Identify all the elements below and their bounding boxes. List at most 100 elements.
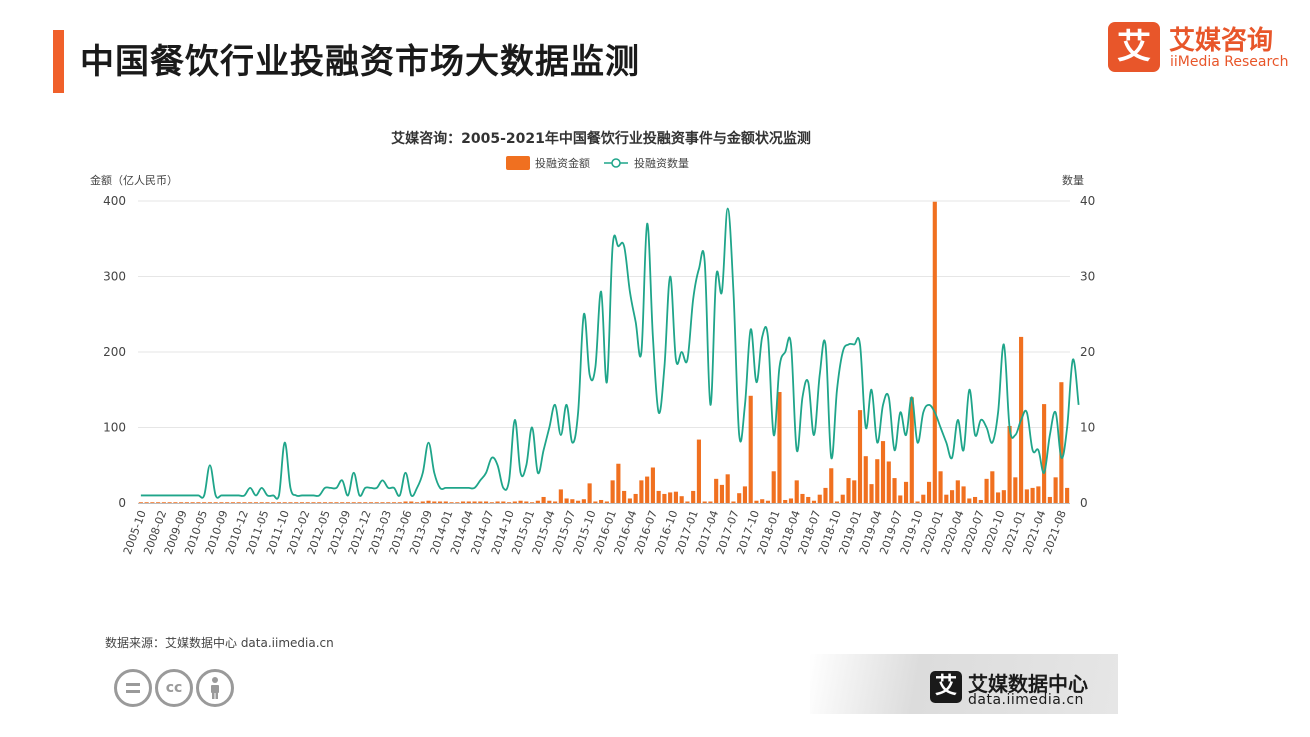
amount-bar (236, 502, 241, 503)
legend-bar-swatch (506, 156, 530, 170)
amount-bar (150, 502, 155, 503)
amount-bar (978, 499, 983, 503)
amount-bar (311, 502, 316, 503)
chart-title: 艾媒咨询：2005-2021年中国餐饮行业投融资事件与金额状况监测 (391, 130, 811, 147)
amount-bar (973, 496, 978, 503)
y-left-axis-label: 金额（亿人民币） (90, 173, 178, 187)
amount-bar (685, 501, 690, 503)
amount-bar (248, 502, 253, 503)
amount-bar (196, 502, 201, 503)
amount-bar (161, 502, 166, 503)
amount-bar (702, 501, 707, 503)
amount-bar (576, 500, 581, 503)
amount-bar (403, 501, 408, 503)
amount-bar (570, 499, 575, 503)
amount-bar (242, 502, 247, 503)
amount-bar (1001, 490, 1006, 503)
amount-bar (1024, 489, 1029, 503)
amount-bar (299, 502, 305, 503)
amount-bar (541, 496, 546, 503)
amount-bar (662, 493, 667, 503)
amount-bar (179, 502, 184, 503)
amount-bar (282, 502, 287, 503)
amount-bar (938, 471, 943, 503)
amount-bar (840, 494, 845, 503)
footer-band (810, 654, 1118, 714)
amount-bar (581, 499, 586, 503)
amount-bar (869, 484, 874, 504)
amount-bar (524, 501, 529, 503)
amount-bar (1047, 496, 1052, 503)
person-icon (196, 669, 234, 707)
amount-bar (650, 467, 655, 503)
amount-bar (760, 499, 765, 503)
amount-bar (391, 502, 397, 503)
amount-bar (173, 502, 178, 503)
amount-bar (708, 501, 713, 503)
amount-bar (317, 502, 322, 503)
y-right-tick-label: 40 (1080, 194, 1095, 208)
amount-bar (823, 487, 828, 503)
amount-bar (380, 502, 385, 503)
amount-bar (984, 478, 989, 503)
amount-bar (334, 502, 339, 503)
amount-bar (265, 502, 270, 503)
amount-bar (478, 501, 483, 503)
amount-bar (673, 491, 678, 503)
brand-name-en: iiMedia Research (1170, 54, 1289, 70)
amount-bar (363, 502, 368, 503)
amount-bar (610, 480, 615, 503)
amount-bar (645, 476, 650, 503)
amount-bar (322, 502, 328, 503)
amount-bar (880, 441, 886, 503)
brand-name-cn: 艾媒咨询 (1169, 26, 1274, 56)
amount-bar (443, 501, 448, 503)
amount-bar (432, 501, 437, 503)
amount-bar (535, 500, 540, 503)
amount-bar (184, 502, 189, 503)
amount-bar (1053, 477, 1058, 503)
amount-bar (1030, 487, 1035, 503)
amount-bar (259, 502, 264, 503)
amount-bar (253, 502, 259, 503)
amount-bar (800, 493, 805, 503)
amount-bar (633, 493, 638, 503)
amount-bar (863, 456, 868, 503)
amount-bar (765, 500, 771, 503)
amount-bar (507, 502, 512, 503)
amount-bar (202, 502, 207, 503)
y-left-tick-label: 100 (103, 421, 126, 435)
amount-bar (495, 501, 500, 503)
amount-bar (472, 501, 477, 503)
amount-bar (696, 439, 701, 503)
amount-bar (225, 502, 230, 503)
amount-bar (409, 501, 414, 503)
amount-bar (230, 502, 235, 503)
amount-bar (817, 494, 822, 503)
amount-bar (420, 501, 425, 503)
amount-bar (190, 502, 195, 503)
count-line (140, 207, 1080, 500)
y-left-tick-label: 300 (103, 270, 126, 284)
amount-bar (219, 502, 224, 503)
amount-bar (455, 502, 460, 503)
amount-bar (213, 502, 218, 503)
amount-bar (294, 502, 299, 503)
amount-bar (547, 500, 552, 503)
amount-bar (806, 496, 811, 503)
amount-bar (771, 471, 776, 503)
brand-logo-icon: 艾 (1108, 22, 1160, 72)
y-right-axis-label: 数量 (1062, 174, 1084, 187)
amount-bar (518, 500, 523, 503)
amount-bar (345, 502, 351, 503)
amount-bar (207, 502, 212, 503)
amount-bar (483, 501, 489, 503)
amount-bar (449, 502, 454, 503)
amount-bar (512, 501, 517, 503)
y-right-tick-label: 0 (1080, 496, 1088, 510)
footer-logo: 艾 艾媒数据中心 data.iimedia.cn (930, 666, 1120, 710)
amount-bar (156, 502, 161, 503)
amount-bar (276, 502, 282, 503)
legend-line-marker (611, 158, 621, 168)
